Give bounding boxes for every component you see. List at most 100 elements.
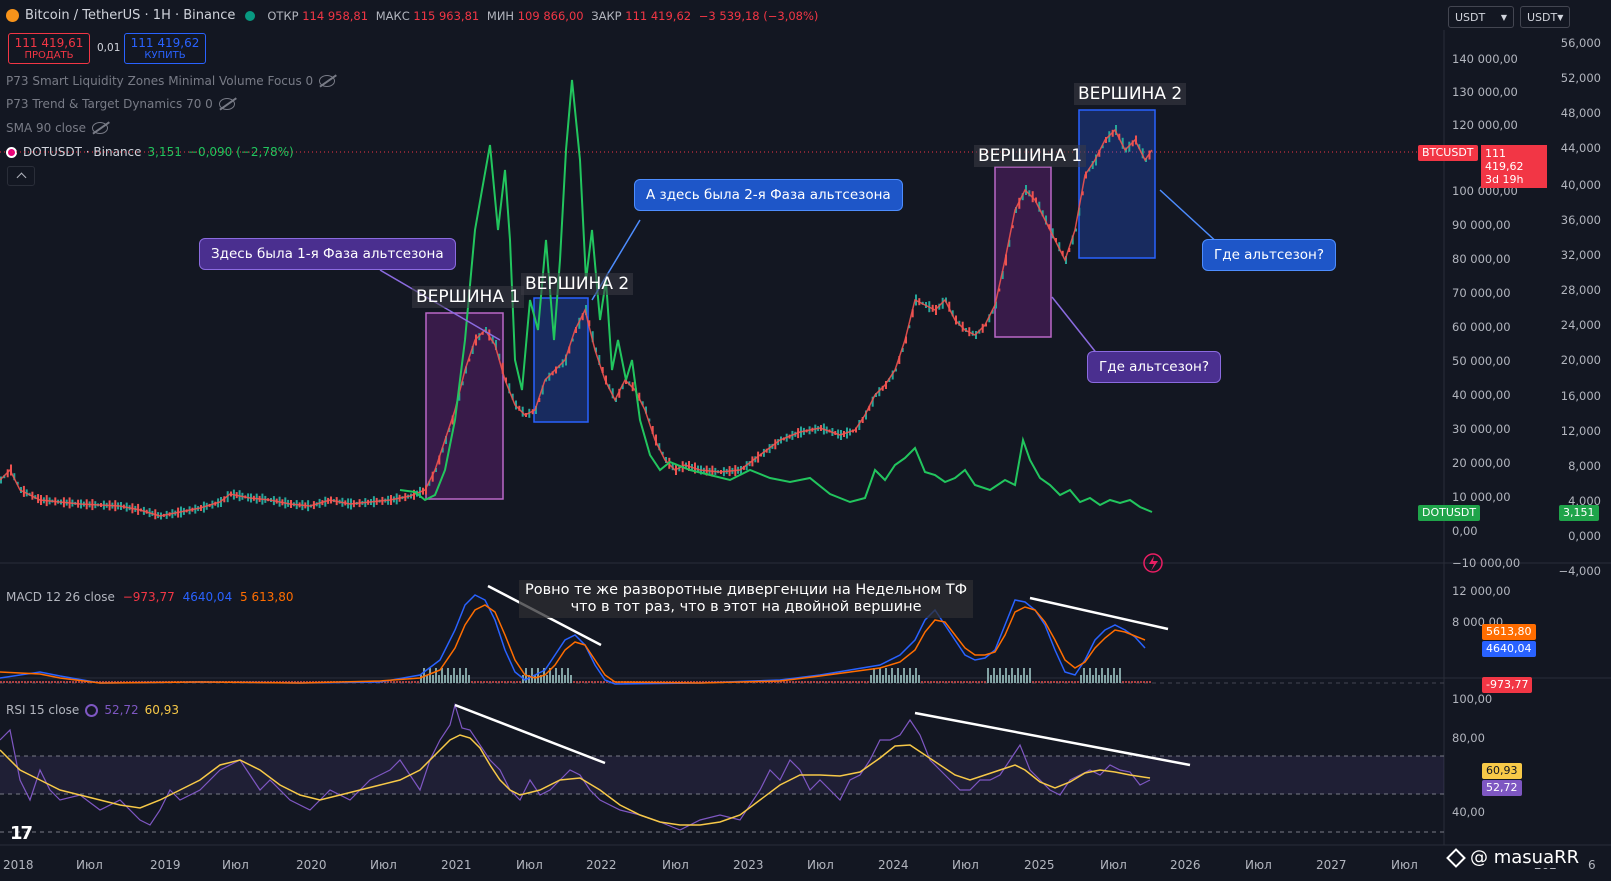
axis-label: 0,000 — [1568, 529, 1601, 543]
candle — [1121, 137, 1124, 149]
macd-hist-bar — [951, 681, 953, 683]
symbol-title[interactable]: Bitcoin / TetherUS · 1H · Binance — [25, 8, 236, 23]
binance-logo-icon — [1446, 847, 1466, 868]
macd-hist-bar — [549, 668, 551, 683]
candle — [591, 331, 594, 343]
macd-hist-bar — [420, 675, 422, 683]
rsi-axis-label: 80,00 — [1452, 731, 1485, 745]
candle — [508, 383, 511, 394]
macd-hist-bar — [444, 675, 446, 683]
macd-hist-bar — [393, 681, 395, 683]
macd-hist-bar — [903, 668, 905, 683]
candle — [485, 327, 487, 333]
macd-hist-bar — [960, 681, 962, 683]
macd-hist-bar — [984, 681, 986, 683]
axis-label: 40,000 — [1560, 178, 1601, 192]
macd-hist-bar — [819, 681, 821, 683]
candle — [595, 347, 597, 353]
currency-select-left[interactable]: USDT ▼ — [1448, 6, 1514, 28]
candle — [1101, 145, 1104, 149]
macd-hist-bar — [1092, 675, 1094, 683]
collapse-legend-button[interactable] — [7, 166, 35, 186]
macd-hist-bar — [987, 668, 989, 683]
phase1-callout[interactable]: Здесь была 1-я Фаза альтсезона — [199, 238, 456, 270]
buy-button[interactable]: 111 419,62 КУПИТЬ — [124, 33, 206, 64]
macd-hist-bar — [1041, 681, 1043, 683]
indicator-sma[interactable]: SMA 90 close — [6, 121, 108, 135]
macd-hist-bar — [534, 675, 536, 683]
where-altseason-callout-bottom[interactable]: Где альтсезон? — [1087, 351, 1222, 383]
candle — [865, 410, 867, 420]
macd-hist-bar — [978, 681, 980, 683]
macd-signal-tag: 5613,80 — [1482, 624, 1536, 640]
macd-hist-bar — [24, 681, 26, 683]
macd-hist-bar — [597, 681, 599, 683]
candle — [1055, 238, 1057, 242]
open-label: ОТКР — [267, 8, 299, 23]
macd-hist-bar — [1068, 681, 1070, 683]
sell-button[interactable]: 111 419,61 ПРОДАТЬ — [8, 33, 90, 64]
macd-hist-bar — [531, 668, 533, 683]
candle — [641, 401, 644, 406]
macd-hist-bar — [27, 681, 29, 683]
candle — [1135, 135, 1137, 145]
macd-hist-bar — [54, 681, 56, 683]
candle — [871, 396, 874, 407]
macd-hist-bar — [0, 681, 2, 683]
axis-label: 52,000 — [1560, 71, 1601, 85]
macd-hist-bar — [690, 681, 692, 683]
alert-icon — [1149, 556, 1158, 571]
macd-hist-bar — [18, 681, 20, 683]
indicator-liquidity-zones[interactable]: P73 Smart Liquidity Zones Minimal Volume… — [6, 74, 336, 88]
macd-hist-bar — [816, 681, 818, 683]
macd-hist-bar — [1062, 681, 1064, 683]
macd-hist-bar — [51, 681, 53, 683]
candle — [1018, 197, 1021, 209]
macd-hist-bar — [705, 681, 707, 683]
macd-legend[interactable]: MACD 12 26 close −973,77 4640,04 5 613,8… — [6, 590, 293, 604]
tradingview-logo[interactable]: 17 — [10, 823, 33, 844]
where-altseason-callout-top[interactable]: Где альтсезон? — [1202, 239, 1337, 271]
macd-hist-bar — [48, 681, 50, 683]
time-label: Июл — [222, 858, 249, 872]
candle — [1068, 248, 1071, 252]
indicator-trend-target[interactable]: P73 Trend & Target Dynamics 70 0 — [6, 97, 235, 111]
candle — [645, 406, 647, 414]
macd-hist-bar — [507, 681, 509, 683]
candle — [1078, 207, 1081, 216]
candle — [988, 314, 991, 323]
macd-hist-bar — [450, 675, 452, 683]
macd-hist-bar — [795, 681, 797, 683]
macd-hist-bar — [492, 681, 494, 683]
time-label: Июл — [370, 858, 397, 872]
alert-icon[interactable] — [1143, 553, 1163, 573]
macd-hist-bar — [111, 681, 113, 683]
hidden-eye-icon[interactable] — [319, 75, 336, 87]
macd-hist-bar — [438, 675, 440, 683]
macd-hist-bar — [840, 681, 842, 683]
macd-hist-bar — [780, 681, 782, 683]
time-label: 2024 — [878, 858, 909, 872]
axis-label: 28,000 — [1560, 283, 1601, 297]
candle — [1148, 150, 1151, 160]
buy-label: КУПИТЬ — [144, 50, 186, 61]
spread-value: 0,01 — [97, 42, 121, 54]
macd-hist-bar — [921, 681, 923, 683]
candle — [575, 327, 577, 333]
macd-hist-bar — [471, 681, 473, 683]
macd-hist-bar — [777, 681, 779, 683]
currency-select-right[interactable]: USDT ▼ — [1520, 6, 1570, 28]
rsi-label: RSI 15 close — [6, 703, 80, 717]
callout-connector — [1051, 296, 1099, 356]
macd-hist-bar — [936, 681, 938, 683]
macd-hist-bar — [408, 681, 410, 683]
macd-hist-bar — [66, 681, 68, 683]
phase2-callout[interactable]: А здесь была 2-я Фаза альтсезона — [634, 179, 903, 211]
rsi-legend[interactable]: RSI 15 close 52,72 60,93 — [6, 703, 179, 717]
hidden-eye-icon[interactable] — [218, 98, 235, 110]
macd-hist-bar — [885, 668, 887, 683]
macd-hist-bar — [849, 681, 851, 683]
hidden-eye-icon[interactable] — [92, 122, 108, 134]
axis-label: 50 000,00 — [1452, 354, 1511, 368]
